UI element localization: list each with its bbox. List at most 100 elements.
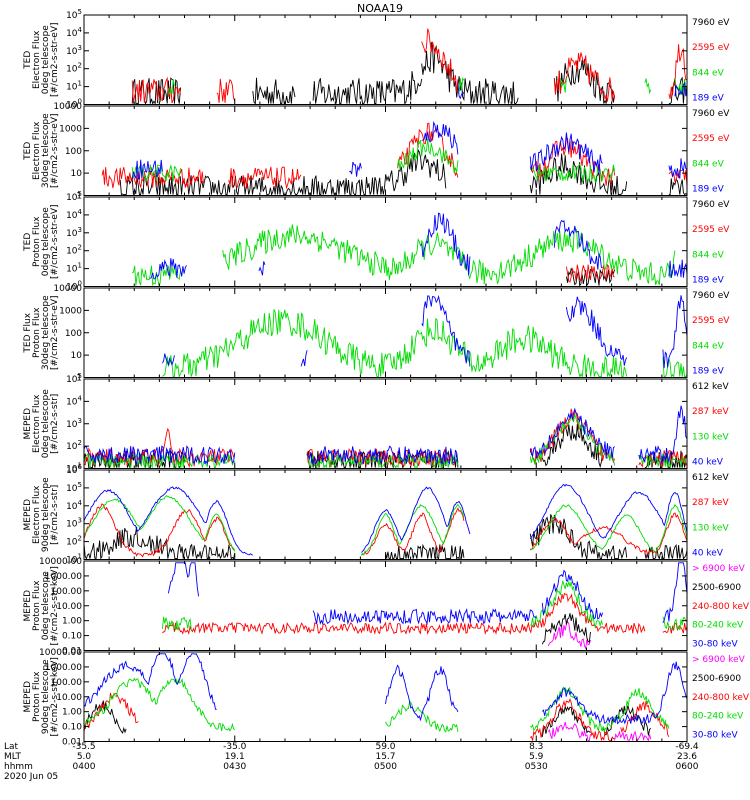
- ylabel-line-4: [#/cm2-s-str-eV]: [50, 204, 60, 279]
- legend-287-kev: 287 keV: [692, 498, 729, 508]
- series-black-segment-3: [312, 71, 423, 105]
- legend-2595-ev: 2595 eV: [692, 316, 730, 326]
- series-red-segment-1: [101, 167, 205, 189]
- series-black-segment-2: [306, 449, 459, 470]
- series-blue-segment-3: [529, 483, 688, 540]
- ytick-label-100: 100: [65, 147, 82, 157]
- series-blue-segment-2: [385, 664, 459, 722]
- series-green-segment-1: [132, 263, 181, 287]
- legend-40-kev: 40 keV: [692, 549, 724, 559]
- ylabel-line-1: MEPED: [23, 681, 33, 713]
- ytick-label-100-00: 100.00: [51, 678, 83, 688]
- series-black-segment-3: [529, 514, 628, 560]
- legend-844-ev: 844 eV: [692, 250, 725, 260]
- ytick-label-10-4: 104: [66, 208, 82, 221]
- series-green-segment-3: [559, 78, 567, 93]
- series-magenta-segment-1: [547, 721, 591, 742]
- series-red-segment-4: [553, 52, 616, 102]
- series-blue-segment-3: [421, 212, 471, 276]
- lat-value-2: -35.0: [223, 742, 247, 752]
- series-green-segment-1: [83, 453, 235, 470]
- series-blue-segment-3: [541, 569, 604, 620]
- ytick-label-0-01: 0.01: [62, 647, 82, 657]
- series-red-segment-1: [131, 76, 181, 104]
- ytick-label-1000-00: 1000.00: [45, 572, 82, 582]
- series-blue-segment-5: [662, 295, 688, 369]
- legend-612-kev: 612 keV: [692, 382, 729, 392]
- legend-80-240-kev: 80-240 keV: [692, 712, 744, 722]
- series-green-segment-4: [644, 78, 652, 95]
- series-blue-segment-4: [553, 219, 603, 270]
- legend-240-800-kev: 240-800 keV: [692, 693, 750, 703]
- chart-title: NOAA19: [357, 2, 403, 15]
- series-black-segment-3: [602, 705, 652, 736]
- series-blue-segment-4: [662, 562, 688, 624]
- series-black-segment-2: [252, 77, 296, 105]
- legend-844-ev: 844 eV: [692, 68, 725, 78]
- row-label-hhmm: hhmm: [4, 762, 33, 772]
- ytick-label-10: 10: [71, 169, 83, 179]
- ytick-label-10-1: 101: [66, 262, 82, 275]
- panel-8: 0.01 0.10 1.00 10.00 100.00 1000.00 10000.00 ME…: [23, 648, 750, 748]
- ylabel-line-1: MEPED: [23, 408, 33, 440]
- ylabel-line-4: [#/cm2-s-str-eV]: [50, 22, 60, 97]
- series-blue-segment-1: [83, 486, 253, 556]
- legend-189-ev: 189 eV: [692, 185, 725, 195]
- legend-7960-ev: 7960 eV: [692, 109, 730, 119]
- series-blue-segment-4: [529, 132, 603, 174]
- ylabel-line-2: Proton Flux: [32, 671, 42, 722]
- series-black-segment-1: [119, 148, 447, 197]
- ytick-label-10-4: 104: [66, 499, 82, 512]
- series-green-segment-1: [162, 309, 628, 379]
- series-green-segment-3: [662, 616, 688, 631]
- series-red-segment-3: [620, 701, 670, 738]
- date-label: 2020 Jun 05: [4, 772, 58, 782]
- mlt-value-1: 5.0: [77, 752, 92, 762]
- panel-frame: [83, 105, 688, 196]
- series-blue-segment-2: [258, 261, 266, 276]
- time-tick-0600: 0600: [676, 762, 699, 772]
- ylabel-line-1: MEPED: [23, 499, 33, 531]
- legend-7960-ev: 7960 eV: [692, 291, 730, 301]
- ylabel-line-1: TED Flux: [23, 312, 33, 353]
- ylabel-line-2: Proton Flux: [32, 307, 42, 358]
- series-blue-segment-2: [361, 486, 471, 553]
- ytick-label-1: 1: [76, 192, 82, 202]
- series-blue-segment-3: [421, 294, 471, 367]
- ylabel-line-1: TED: [23, 51, 33, 70]
- series-black-segment-4: [421, 41, 519, 106]
- ytick-label-0-10: 0.10: [62, 723, 82, 733]
- series-blue-segment-4: [638, 405, 688, 464]
- ytick-label-1: 1: [76, 374, 82, 384]
- ytick-label-10-3: 103: [66, 517, 82, 530]
- ylabel-line-3: 90deg telescope: [41, 477, 51, 552]
- series-green-segment-1: [83, 677, 236, 732]
- ytick-label-10000: 10000: [53, 284, 82, 294]
- legend-6900-kev: > 6900 keV: [692, 655, 746, 665]
- series-green-segment-3: [529, 686, 670, 734]
- ytick-label-0-10: 0.10: [62, 632, 82, 642]
- series-red-segment-2: [306, 448, 459, 468]
- series-black-segment-1: [541, 613, 591, 645]
- legend-130-kev: 130 keV: [692, 523, 729, 533]
- mlt-value-4: 5.9: [529, 752, 544, 762]
- series-red-segment-2: [216, 78, 236, 104]
- series-blue-segment-2: [674, 81, 688, 97]
- legend-2595-ev: 2595 eV: [692, 43, 730, 53]
- panel-7: 0.01 0.10 1.00 10.00 100.00 1000.00 10000.00 ME…: [23, 557, 750, 657]
- ytick-label-10-5: 105: [66, 8, 82, 21]
- series-blue-segment-4: [565, 296, 628, 366]
- legend-287-kev: 287 keV: [692, 407, 729, 417]
- lat-value-4: 8.3: [529, 742, 543, 752]
- panel-frame: [83, 651, 688, 742]
- legend-844-ev: 844 eV: [692, 159, 725, 169]
- series-green-segment-2: [385, 700, 459, 733]
- series-green-segment-2: [397, 138, 459, 174]
- panel-frame: [83, 287, 688, 378]
- legend-40-kev: 40 keV: [692, 458, 724, 468]
- series-blue-segment-3: [529, 407, 615, 459]
